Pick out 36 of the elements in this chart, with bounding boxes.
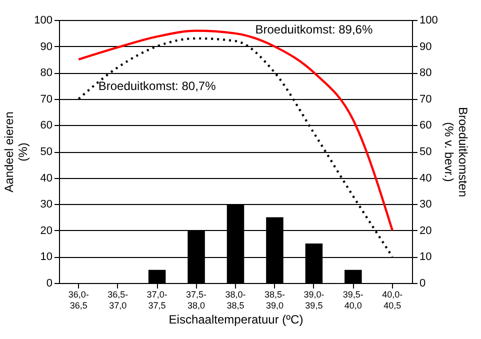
y2-tick-label: 100 bbox=[420, 14, 438, 26]
y2-tick-label: 90 bbox=[420, 40, 432, 53]
y2-tick-label: 50 bbox=[420, 146, 432, 158]
x-axis-title: Eischaaltemperatuur (ºC) bbox=[168, 312, 304, 326]
y-tick-label: 20 bbox=[40, 224, 52, 237]
y-tick-label: 40 bbox=[40, 172, 52, 184]
y-tick-label: 10 bbox=[40, 251, 52, 264]
series-label: Broeduitkomst: 89,6% bbox=[255, 22, 373, 36]
y2-axis-title: Broeduitkomsten (% v. bevr.) bbox=[442, 106, 470, 198]
y-tick-label: 100 bbox=[34, 14, 52, 26]
y2-tick-label: 10 bbox=[420, 251, 432, 264]
y-tick-label: 60 bbox=[40, 120, 52, 132]
y2-tick-label: 40 bbox=[420, 172, 432, 184]
y2-tick-label: 70 bbox=[420, 93, 432, 106]
y2-tick-label: 80 bbox=[420, 67, 432, 80]
x-tick-label: 39,5-40,0 bbox=[342, 290, 364, 310]
y-tick-label: 0 bbox=[46, 278, 52, 290]
x-tick-label: 39,0-39,5 bbox=[304, 290, 324, 310]
x-tick-label: 40,0-40,5 bbox=[382, 290, 403, 310]
y2-tick-label: 0 bbox=[420, 278, 426, 290]
x-tick-label: 36,5-37,0 bbox=[108, 290, 128, 310]
y2-tick-label: 20 bbox=[420, 224, 432, 237]
y-tick-label: 80 bbox=[40, 67, 52, 80]
y-tick-label: 70 bbox=[40, 93, 52, 106]
y-tick-label: 30 bbox=[40, 198, 52, 211]
y-tick-label: 90 bbox=[40, 40, 52, 53]
y2-tick-label: 30 bbox=[420, 198, 432, 211]
x-tick-label: 38,0-38,5 bbox=[225, 290, 246, 310]
y2-tick-label: 60 bbox=[420, 120, 432, 132]
y-axis-title: Aandeel eieren (%) bbox=[2, 112, 30, 192]
series-label: Broeduitkomst: 80,7% bbox=[98, 78, 216, 93]
x-tick-label: 37,0-37,5 bbox=[146, 290, 168, 310]
x-tick-label: 36,0-36,5 bbox=[68, 290, 89, 310]
x-tick-label: 37,5-38,0 bbox=[186, 290, 207, 310]
x-tick-label: 38,5-39,0 bbox=[264, 290, 285, 310]
y-tick-label: 50 bbox=[40, 146, 52, 158]
